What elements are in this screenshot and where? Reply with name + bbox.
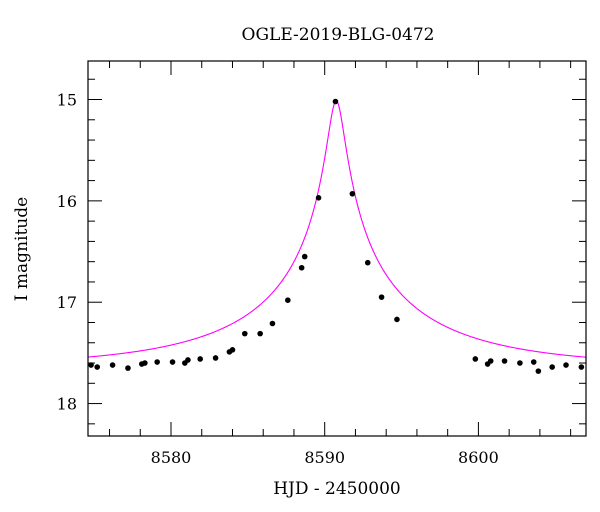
data-point: [142, 360, 148, 366]
data-point: [364, 259, 371, 266]
y-tick-label: 15: [57, 91, 77, 110]
plot-frame: [87, 60, 587, 437]
y-axis-label: I magnitude: [12, 197, 32, 301]
data-point: [125, 365, 131, 371]
data-point: [109, 362, 116, 368]
data-points: [88, 98, 585, 374]
data-point: [315, 195, 322, 201]
data-point: [530, 359, 537, 365]
data-point: [517, 360, 523, 366]
data-point: [472, 356, 479, 362]
axis-ticks: [88, 61, 586, 436]
data-point: [197, 356, 204, 362]
x-axis-label: HJD - 2450000: [273, 479, 401, 499]
data-point: [241, 330, 248, 337]
data-point: [578, 364, 585, 370]
data-point: [332, 98, 339, 105]
data-point: [301, 253, 308, 260]
data-point: [88, 362, 94, 368]
model-curve: [87, 100, 587, 358]
data-point: [298, 264, 305, 271]
data-point: [394, 316, 400, 323]
data-point: [257, 330, 263, 337]
x-tick-label: 8580: [151, 448, 192, 467]
x-tick-label: 8590: [304, 448, 345, 467]
data-point: [154, 359, 160, 365]
tick-labels: 8580 8590 8600 15 16 17 18: [57, 91, 499, 467]
x-tick-label: 8600: [458, 448, 499, 467]
data-point: [285, 297, 291, 303]
data-point: [169, 359, 176, 365]
data-point: [185, 357, 191, 363]
data-point: [269, 320, 276, 327]
data-point: [563, 362, 569, 368]
data-point: [212, 355, 219, 361]
data-point: [94, 364, 101, 370]
data-point: [549, 364, 555, 370]
y-tick-label: 16: [57, 192, 77, 211]
data-point: [501, 358, 508, 364]
y-tick-label: 17: [57, 293, 77, 312]
data-point: [487, 358, 494, 364]
data-point: [229, 347, 236, 353]
data-point: [349, 190, 356, 197]
data-point: [378, 294, 385, 300]
data-point: [535, 368, 542, 374]
y-tick-label: 18: [57, 395, 77, 414]
chart-title: OGLE-2019-BLG-0472: [242, 25, 435, 45]
